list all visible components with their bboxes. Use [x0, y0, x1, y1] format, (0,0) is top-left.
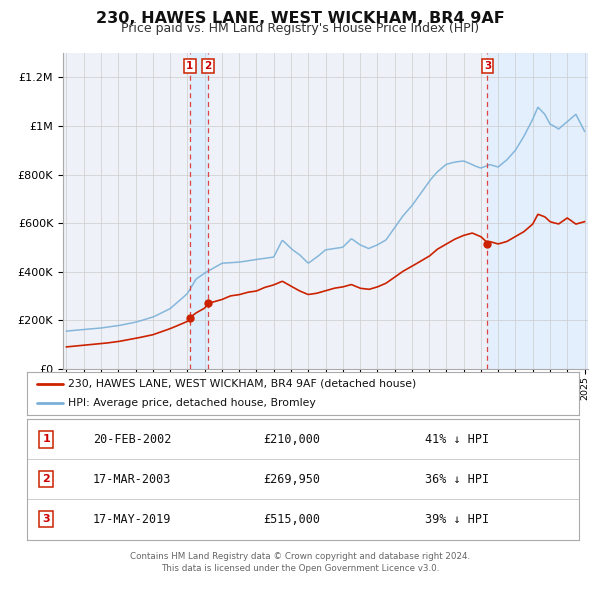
Text: 230, HAWES LANE, WEST WICKHAM, BR4 9AF (detached house): 230, HAWES LANE, WEST WICKHAM, BR4 9AF (…: [68, 379, 416, 389]
Text: 17-MAY-2019: 17-MAY-2019: [92, 513, 171, 526]
Text: 1: 1: [186, 61, 193, 71]
Text: £210,000: £210,000: [263, 433, 320, 446]
Text: 230, HAWES LANE, WEST WICKHAM, BR4 9AF: 230, HAWES LANE, WEST WICKHAM, BR4 9AF: [95, 11, 505, 25]
Text: £515,000: £515,000: [263, 513, 320, 526]
Text: 3: 3: [484, 61, 491, 71]
Text: 1: 1: [43, 434, 50, 444]
Text: HPI: Average price, detached house, Bromley: HPI: Average price, detached house, Brom…: [68, 398, 316, 408]
Text: Contains HM Land Registry data © Crown copyright and database right 2024.
This d: Contains HM Land Registry data © Crown c…: [130, 552, 470, 573]
Text: 2: 2: [205, 61, 212, 71]
Text: 17-MAR-2003: 17-MAR-2003: [92, 473, 171, 486]
Bar: [190, 53, 208, 369]
Text: 36% ↓ HPI: 36% ↓ HPI: [425, 473, 490, 486]
Text: 41% ↓ HPI: 41% ↓ HPI: [425, 433, 490, 446]
Bar: [487, 53, 600, 369]
Text: Price paid vs. HM Land Registry's House Price Index (HPI): Price paid vs. HM Land Registry's House …: [121, 22, 479, 35]
Text: 39% ↓ HPI: 39% ↓ HPI: [425, 513, 490, 526]
Text: 20-FEB-2002: 20-FEB-2002: [92, 433, 171, 446]
Text: £269,950: £269,950: [263, 473, 320, 486]
Text: 2: 2: [43, 474, 50, 484]
Text: 3: 3: [43, 514, 50, 525]
